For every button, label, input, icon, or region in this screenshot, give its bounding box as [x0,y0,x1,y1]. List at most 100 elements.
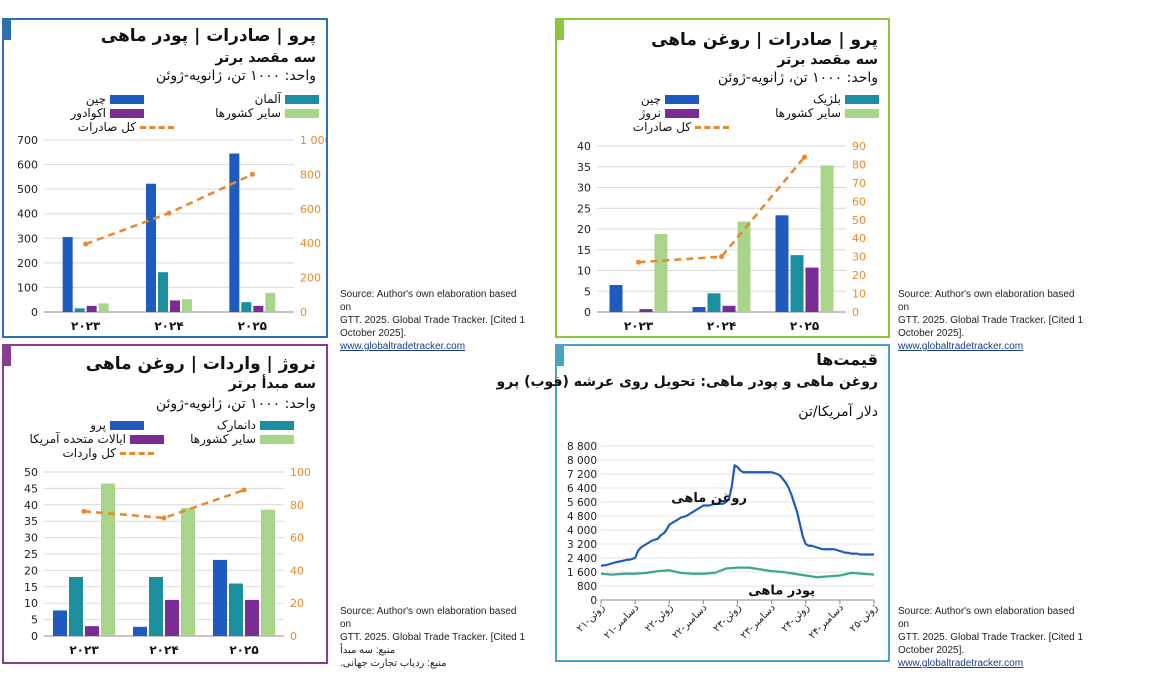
panel-accent-bar [557,20,564,40]
bar [722,305,736,312]
bar [85,626,99,636]
y-tick-label-left: 35 [577,161,591,174]
y-tick-label-right: 1 000 [300,134,326,147]
bar [146,183,156,312]
y-tick-label-left: 0 [31,306,38,319]
bar [98,303,109,312]
x-tick-label: ۲۰۲۳ [624,319,654,333]
y-tick-label-right: 50 [852,214,866,227]
y-tick-label-left: 100 [17,281,38,294]
bar [182,299,192,312]
legend-item: سایر کشورها [749,106,879,120]
total-point [241,487,247,493]
x-tick-label: ۲۰۲۳ [69,643,99,657]
y-tick-label-right: 0 [300,306,307,319]
y-tick-label-right: 70 [852,177,866,190]
bar [820,165,834,312]
bar [245,599,259,636]
y-tick-label-left: 700 [17,134,38,147]
y-tick-label-left: 20 [577,223,591,236]
total-line [83,488,245,520]
bar [86,305,97,312]
y-tick-label-right: 200 [300,272,321,285]
y-tick-label-left: 300 [17,232,38,245]
y-tick-label: 7 200 [567,469,597,481]
source-note: Source: Author's own elaboration based o… [340,606,526,669]
total-point [166,210,172,216]
x-tick-label: ۲۰۲۴ [154,319,183,333]
y-tick-label-right: 40 [852,232,866,245]
y-tick-label-left: 20 [24,564,38,577]
y-tick-label-left: 40 [24,499,38,512]
y-tick-label: 2 400 [567,553,597,565]
bar [775,215,789,312]
series-label-fishmeal: پودر ماهی [748,583,815,598]
y-tick-label-left: 45 [24,482,38,495]
panel-title: پرو | صادرات | روغن ماهی [651,30,878,50]
bar [53,610,67,636]
y-tick-label: 0 [590,595,597,607]
legend-item: نروژ [589,106,699,120]
total-point [161,515,167,521]
panel-peru-fishoil-exports: پرو | صادرات | روغن ماهی سه مقصد برتر وا… [555,18,890,338]
y-tick-label: 5 600 [567,497,597,509]
bar [707,293,721,312]
y-tick-label-left: 0 [31,630,38,643]
y-tick-label-right: 30 [852,251,866,264]
source-link[interactable]: www.globaltradetracker.com [898,658,1024,669]
y-tick-label: 1 600 [567,567,597,579]
bar [101,483,115,636]
panel-unit: واحد: ۱۰۰۰ تن، ژانویه-ژوئن [155,396,316,412]
x-tick-label: ۲۰۲۴ [707,319,736,333]
legend-item: اکوادور [34,106,144,120]
y-tick-label-right: 800 [300,168,321,181]
source-link[interactable]: www.globaltradetracker.com [898,341,1024,352]
y-tick-label: 4 800 [567,511,597,523]
legend-item: چین [589,92,699,106]
y-tick-label-left: 5 [584,285,591,298]
legend-item: دانمارک [164,418,294,432]
y-tick-label-left: 25 [24,548,38,561]
panel-subtitle: روغن ماهی و پودر ماهی: تحویل روی عرشه (ف… [496,374,878,390]
bar [737,221,751,312]
y-tick-label: 800 [577,581,597,593]
source-note: Source: Author's own elaboration based o… [898,289,1084,352]
x-tick-label: ۲۰۲۵ [229,643,258,657]
chart-3: 0 5 10 15 20 25 30 35 40 45 50 0 20 40 60 80 100 ۲۰۲۳ ۲۰۲۴… [24,466,311,657]
y-tick-label-right: 90 [852,140,866,153]
series-line [600,566,875,579]
bar [241,302,252,312]
total-point [249,171,255,177]
source-link[interactable]: www.globaltradetracker.com [340,341,466,352]
y-tick-label-left: 600 [17,159,38,172]
legend-item: کل واردات [14,446,154,460]
y-tick-label-left: 30 [24,532,38,545]
y-tick-label-left: 5 [31,614,38,627]
bar [181,508,195,636]
y-tick-label-right: 20 [290,597,304,610]
panel-title: پرو | صادرات | پودر ماهی [100,26,316,46]
x-tick-label: ۲۰۲۳ [71,319,101,333]
total-point [719,254,724,260]
legend-item: چین [34,92,144,106]
bar [149,576,163,636]
y-tick-label-right: 600 [300,203,321,216]
panel-norway-fishoil-imports: نروژ | واردات | روغن ماهی سه مبدأ برتر و… [2,344,328,664]
y-tick-label: 3 200 [567,539,597,551]
legend-item: ایالات متحده آمریکا [14,432,164,446]
x-tick-label: ژوئن-۲۳ [712,602,744,634]
y-tick-label-right: 400 [300,237,321,250]
y-tick-label-left: 30 [577,182,591,195]
legend-item: پرو [14,418,144,432]
y-tick-label-right: 60 [290,532,304,545]
x-tick-label: ژوئن-۲۵ [848,602,880,634]
x-tick-label: دسامبر-۲۱ [602,602,641,641]
legend-item: کل صادرات [34,120,174,134]
series-line [600,464,874,567]
chart-1: 0 100 200 300 400 500 600 700 0 200 400 600 800 1 000… [17,134,326,333]
total-point [81,508,87,514]
panel-subtitle: سه مبدأ برتر [228,376,316,392]
total-point [802,154,807,160]
bar [213,559,227,636]
bar [639,309,653,312]
